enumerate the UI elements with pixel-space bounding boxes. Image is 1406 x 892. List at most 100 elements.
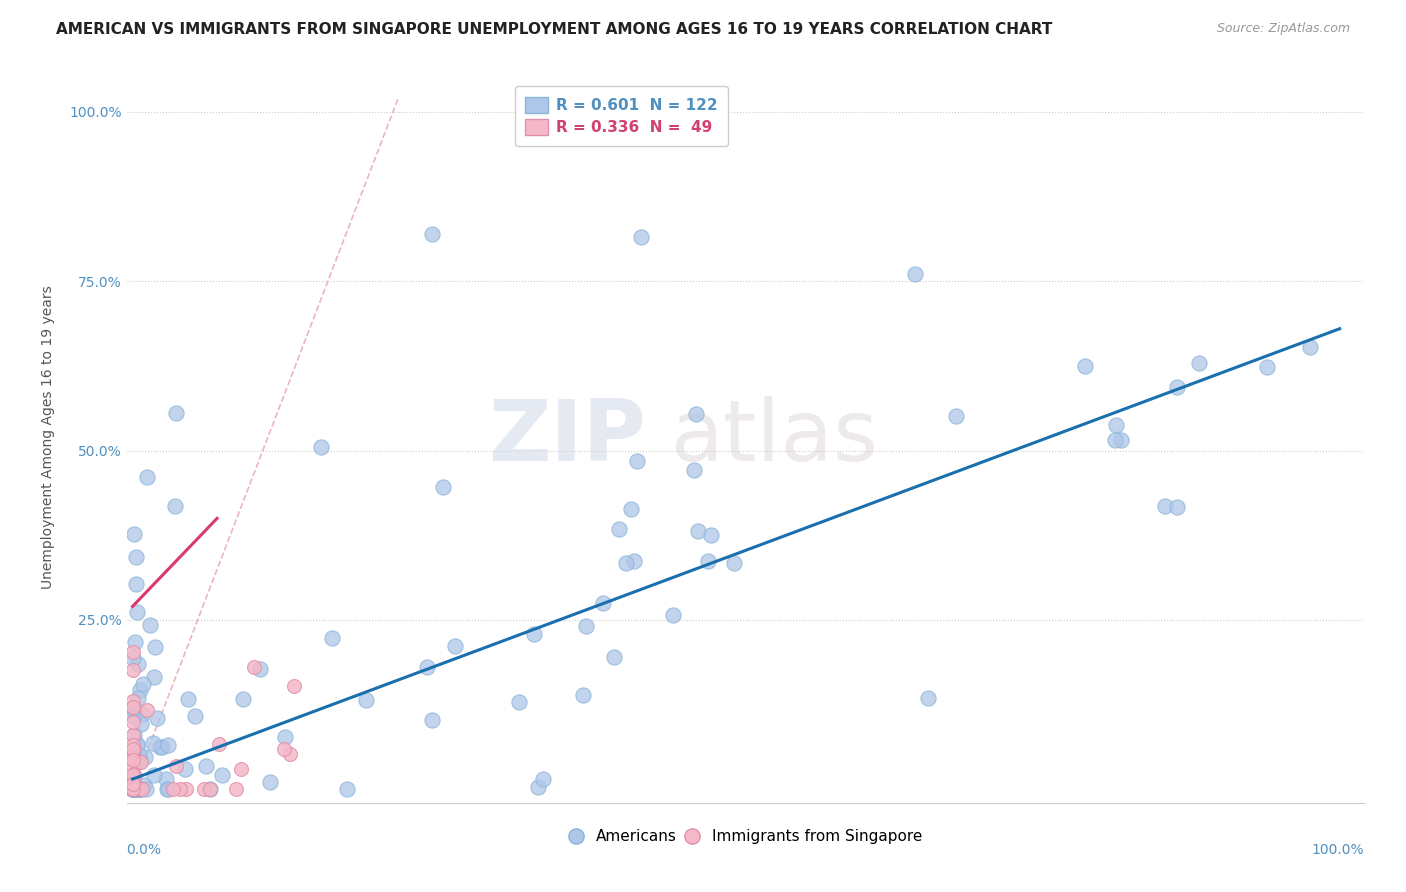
Point xyxy=(420,227,443,241)
Point xyxy=(165,406,187,420)
Point xyxy=(121,782,143,797)
Point xyxy=(121,782,143,797)
Point xyxy=(129,782,152,797)
Point xyxy=(121,782,143,797)
Point xyxy=(121,782,143,797)
Point xyxy=(571,689,593,703)
Point xyxy=(122,782,145,797)
Point xyxy=(121,702,143,716)
Point xyxy=(125,739,148,753)
Point xyxy=(121,663,143,677)
Point xyxy=(121,779,143,793)
Point xyxy=(121,771,143,785)
Point xyxy=(683,463,706,477)
Point xyxy=(592,595,614,609)
Point xyxy=(122,742,145,756)
Point xyxy=(243,659,266,673)
Point xyxy=(1166,500,1188,514)
Point xyxy=(259,775,281,789)
Point xyxy=(122,776,145,790)
Point xyxy=(124,526,146,541)
Point xyxy=(198,782,221,797)
Point xyxy=(1109,433,1132,447)
Point xyxy=(124,635,146,649)
Point xyxy=(128,747,150,762)
Point xyxy=(432,480,454,494)
Point xyxy=(162,782,184,797)
Point xyxy=(283,679,305,693)
Point xyxy=(146,711,169,725)
Point xyxy=(685,407,707,421)
Point xyxy=(1187,356,1209,370)
Point xyxy=(121,782,143,797)
Point xyxy=(121,782,143,797)
Point xyxy=(121,782,143,797)
Text: Source: ZipAtlas.com: Source: ZipAtlas.com xyxy=(1216,22,1350,36)
Point xyxy=(122,729,145,743)
Point xyxy=(121,768,143,782)
Point xyxy=(121,782,143,797)
Point xyxy=(150,740,173,755)
Point xyxy=(155,772,177,786)
Point xyxy=(522,627,544,641)
Point xyxy=(122,777,145,791)
Point xyxy=(904,267,927,281)
Point xyxy=(309,440,332,454)
Point xyxy=(121,782,143,797)
Point xyxy=(124,577,146,591)
Point xyxy=(700,528,723,542)
Point xyxy=(917,690,939,705)
Point xyxy=(142,736,165,750)
Point xyxy=(121,709,143,723)
Point xyxy=(280,747,302,762)
Point xyxy=(121,746,143,760)
Text: atlas: atlas xyxy=(671,395,879,479)
Point xyxy=(156,782,179,797)
Point xyxy=(124,782,146,797)
Point xyxy=(1299,340,1322,354)
Point xyxy=(697,554,720,568)
Point xyxy=(121,782,143,797)
Point xyxy=(122,742,145,756)
Point xyxy=(124,782,146,797)
Point xyxy=(274,730,297,744)
Point xyxy=(122,782,145,797)
Point xyxy=(121,748,143,763)
Point xyxy=(1074,359,1097,373)
Point xyxy=(723,556,745,570)
Point xyxy=(121,699,143,714)
Point xyxy=(121,645,143,659)
Point xyxy=(125,737,148,751)
Point xyxy=(129,782,152,797)
Point xyxy=(121,728,143,742)
Point xyxy=(686,524,709,538)
Point xyxy=(124,782,146,797)
Point xyxy=(128,755,150,769)
Point xyxy=(208,737,231,751)
Point xyxy=(575,618,598,632)
Point xyxy=(156,782,179,797)
Point xyxy=(121,782,143,797)
Point xyxy=(1104,418,1126,433)
Point xyxy=(121,758,143,772)
Point xyxy=(1256,359,1278,374)
Text: AMERICAN VS IMMIGRANTS FROM SINGAPORE UNEMPLOYMENT AMONG AGES 16 TO 19 YEARS COR: AMERICAN VS IMMIGRANTS FROM SINGAPORE UN… xyxy=(56,22,1053,37)
Point xyxy=(124,773,146,788)
Point xyxy=(336,782,359,797)
Point xyxy=(127,690,149,705)
Point xyxy=(614,556,637,570)
Point xyxy=(131,782,153,797)
Point xyxy=(131,717,153,731)
Point xyxy=(1166,380,1188,394)
Point xyxy=(443,639,465,653)
Point xyxy=(142,670,165,684)
Point xyxy=(630,230,652,244)
Point xyxy=(121,694,143,708)
Point xyxy=(122,752,145,766)
Point xyxy=(211,768,233,782)
Point xyxy=(135,703,157,717)
Point xyxy=(165,499,187,513)
Point xyxy=(129,782,152,797)
Point xyxy=(132,778,155,792)
Point xyxy=(121,715,143,730)
